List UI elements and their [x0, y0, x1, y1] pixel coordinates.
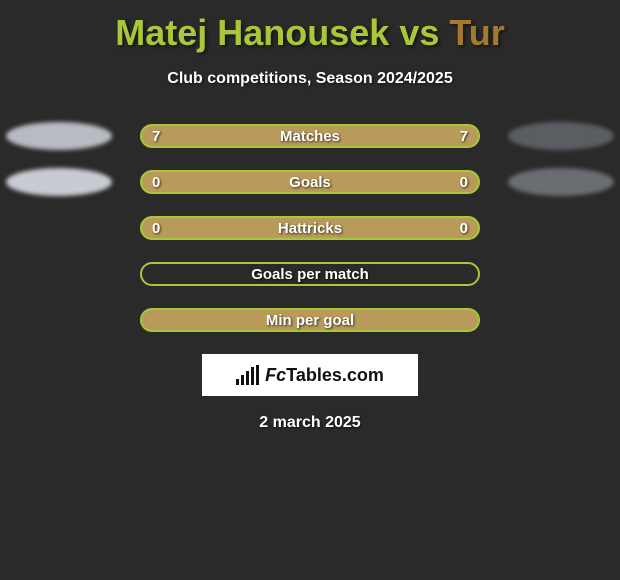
fctables-logo[interactable]: FcTables.com — [202, 354, 418, 396]
stat-label: Goals — [289, 174, 331, 191]
stat-label: Hattricks — [278, 220, 342, 237]
bars-icon — [236, 365, 259, 385]
stats-rows: 7 Matches 7 0 Goals 0 0 Hattricks 0 Goals per mat… — [0, 124, 620, 332]
stat-row: Min per goal — [0, 308, 620, 332]
stat-value-right: 0 — [460, 174, 468, 191]
subtitle: Club competitions, Season 2024/2025 — [167, 70, 452, 88]
stat-label: Goals per match — [251, 266, 369, 283]
stat-label: Min per goal — [266, 312, 354, 329]
stat-bar: Goals per match — [140, 262, 480, 286]
stat-row: Goals per match — [0, 262, 620, 286]
shadow-ellipse-right — [508, 168, 614, 196]
stat-row: 7 Matches 7 — [0, 124, 620, 148]
stat-bar: Min per goal — [140, 308, 480, 332]
shadow-ellipse-left — [6, 122, 112, 150]
logo-text: FcTables.com — [265, 365, 384, 386]
stat-bar: 7 Matches 7 — [140, 124, 480, 148]
date-label: 2 march 2025 — [259, 414, 360, 432]
player2-name: Tur — [449, 12, 504, 53]
stat-value-left: 7 — [152, 128, 160, 145]
stat-value-right: 7 — [460, 128, 468, 145]
stat-row: 0 Hattricks 0 — [0, 216, 620, 240]
shadow-ellipse-right — [508, 122, 614, 150]
stat-value-right: 0 — [460, 220, 468, 237]
stat-bar: 0 Hattricks 0 — [140, 216, 480, 240]
stat-value-left: 0 — [152, 220, 160, 237]
stat-value-left: 0 — [152, 174, 160, 191]
page-title: Matej Hanousek vs Tur — [115, 12, 504, 54]
stat-row: 0 Goals 0 — [0, 170, 620, 194]
comparison-card: Matej Hanousek vs Tur Club competitions,… — [0, 0, 620, 580]
stat-bar: 0 Goals 0 — [140, 170, 480, 194]
stat-label: Matches — [280, 128, 340, 145]
shadow-ellipse-left — [6, 168, 112, 196]
vs-label: vs — [399, 12, 439, 53]
player1-name: Matej Hanousek — [115, 12, 389, 53]
